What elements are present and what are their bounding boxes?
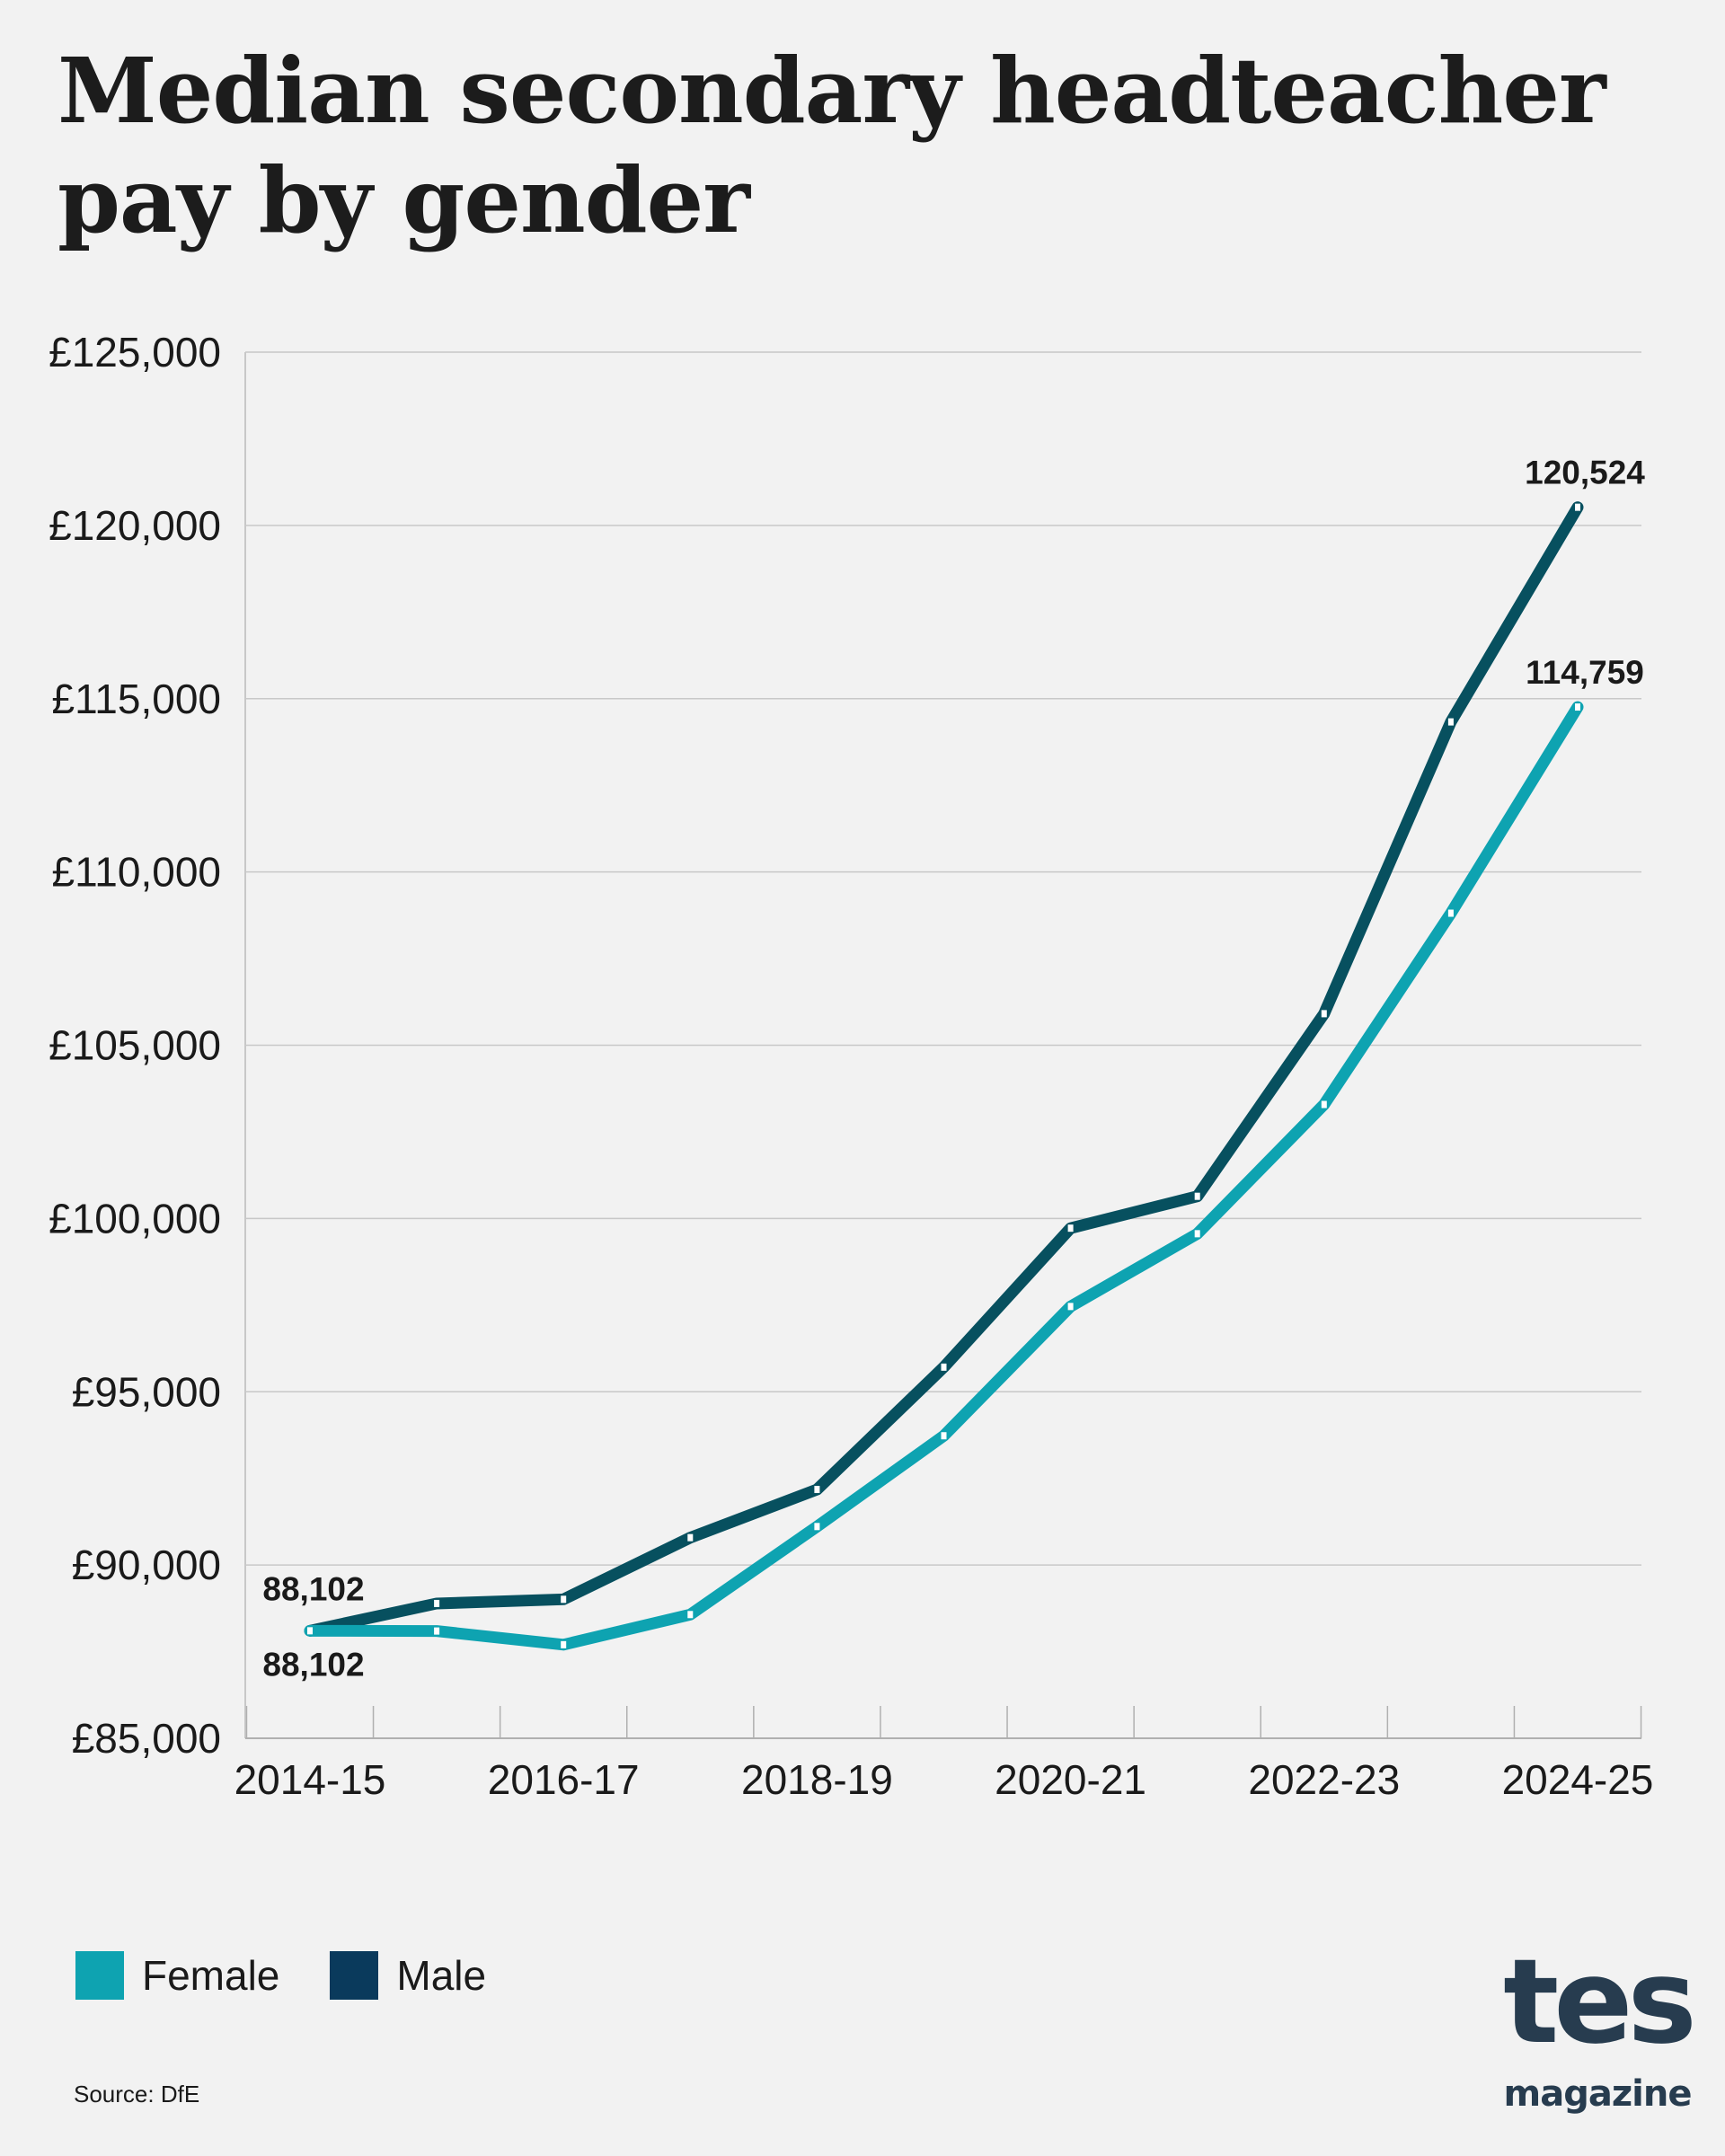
chart-title: Median secondary headteacher pay by gend… — [58, 38, 1606, 253]
y-tick-label: £90,000 — [72, 1542, 221, 1588]
data-point-male — [1447, 718, 1454, 726]
data-point-female — [307, 1627, 313, 1635]
legend-swatch-female — [75, 1951, 124, 2000]
y-tick-label: £120,000 — [49, 502, 221, 549]
line-chart: £85,000 £90,000 £95,000 £100,000 £105,000 £11… — [49, 329, 1654, 1803]
data-point-female — [687, 1611, 694, 1619]
data-point-female — [434, 1627, 440, 1635]
data-label: 120,524 — [1525, 455, 1645, 491]
x-tick-label: 2014-15 — [234, 1756, 386, 1803]
x-tick-label: 2018-19 — [741, 1756, 893, 1803]
legend-label-male: Male — [396, 1952, 487, 1999]
source-note: Source: DfE — [74, 2081, 200, 2107]
legend-item-male: Male — [330, 1951, 486, 2000]
data-point-female — [1067, 1303, 1074, 1311]
legend-item-female: Female — [75, 1951, 279, 2000]
data-point-male — [814, 1486, 820, 1494]
data-point-male — [434, 1599, 440, 1607]
series-line-male — [304, 501, 1584, 1637]
y-tick-label: £125,000 — [49, 329, 221, 376]
y-tick-label: £110,000 — [52, 849, 221, 896]
legend: Female Male — [75, 1951, 536, 2000]
y-tick-label: £105,000 — [49, 1022, 221, 1069]
data-point-female — [1447, 909, 1454, 917]
legend-swatch-male — [330, 1951, 379, 2000]
data-point-female — [814, 1523, 820, 1531]
data-point-male — [1321, 1010, 1327, 1018]
data-point-female — [941, 1432, 947, 1440]
y-tick-label: £100,000 — [49, 1195, 221, 1241]
data-label: 88,102 — [262, 1646, 364, 1683]
data-label: 88,102 — [262, 1570, 364, 1607]
logo-main: tes — [1503, 1933, 1697, 2070]
tes-magazine-logo: tes magazine — [1499, 1931, 1697, 2116]
legend-label-female: Female — [142, 1952, 280, 1999]
x-tick-label: 2016-17 — [488, 1756, 640, 1803]
x-tick-label: 2022-23 — [1248, 1756, 1400, 1803]
series-line-female — [304, 701, 1584, 1651]
data-point-male — [1194, 1192, 1200, 1200]
data-point-male — [1067, 1224, 1074, 1233]
data-point-female — [561, 1640, 567, 1648]
y-tick-label: £115,000 — [52, 676, 221, 722]
data-point-male — [687, 1533, 694, 1542]
data-point-male — [561, 1595, 567, 1604]
y-tick-label: £85,000 — [72, 1715, 221, 1762]
data-point-female — [1575, 703, 1580, 711]
x-tick-label: 2024-25 — [1502, 1756, 1654, 1803]
x-tick-label: 2020-21 — [995, 1756, 1146, 1803]
y-tick-label: £95,000 — [72, 1368, 221, 1415]
data-point-male — [1575, 503, 1580, 511]
data-point-male — [941, 1363, 947, 1371]
data-label: 114,759 — [1526, 654, 1644, 691]
logo-sub: magazine — [1503, 2073, 1693, 2115]
data-point-female — [1321, 1100, 1327, 1109]
data-point-female — [1194, 1230, 1200, 1238]
